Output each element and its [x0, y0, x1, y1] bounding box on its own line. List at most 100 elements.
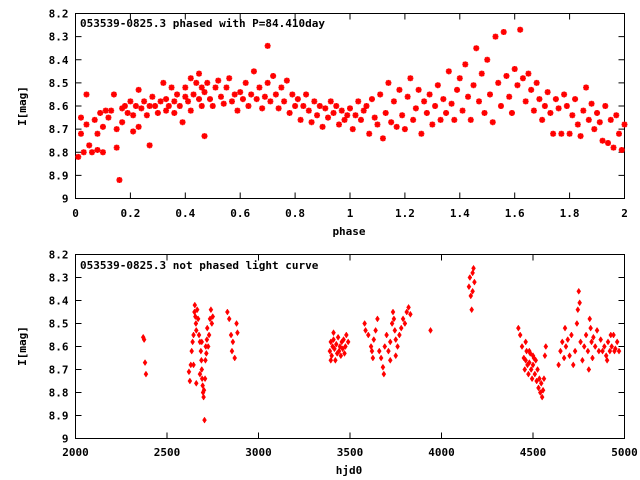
phased-data-point: [528, 86, 535, 93]
unphased-data-point: [205, 343, 211, 350]
phased-data-point: [610, 144, 617, 151]
phased-data-point: [209, 103, 216, 109]
phased-data-point: [187, 107, 194, 114]
unphased-data-point: [529, 375, 535, 383]
phased-chart-panel: 0 0.2 0.4 0.6 0.8 1 1.2 1.4 1.6 1.8 2 8.2 8.3 8.4 8.5 8…: [16, 8, 628, 239]
phased-data-point: [245, 103, 252, 109]
phased-data-point: [201, 89, 208, 96]
phased-data-point: [163, 107, 170, 114]
phased-data-point: [248, 91, 255, 98]
unphased-data-point: [225, 308, 230, 316]
phased-data-point: [574, 121, 581, 128]
phased-data-point: [344, 112, 351, 119]
unphased-data-point: [194, 306, 200, 314]
phased-data-point: [77, 130, 84, 137]
phased-data-point: [207, 96, 214, 103]
unphased-data-point: [576, 287, 582, 295]
unphased-data-point: [604, 356, 610, 364]
unphased-data-point: [583, 331, 589, 339]
unphased-data-point: [539, 393, 545, 401]
unphased-data-point: [204, 349, 209, 357]
unphased-data-point: [335, 333, 341, 341]
phased-y-axis-label: I[mag]: [16, 86, 29, 126]
unphased-data-point: [519, 343, 525, 350]
phased-data-point: [465, 93, 472, 100]
unphased-data-point: [197, 370, 203, 378]
phased-data-point: [421, 98, 428, 105]
unphased-x-tick-label: 3000: [245, 446, 272, 459]
unphased-data-point: [538, 379, 544, 387]
unphased-y-tick-label: 8.8: [49, 387, 69, 400]
unphased-data-point: [612, 347, 617, 355]
phased-data-point: [83, 121, 90, 128]
phased-data-point: [445, 68, 452, 75]
phased-data-point: [486, 91, 493, 98]
unphased-data-point: [598, 336, 604, 344]
unphased-data-point: [397, 331, 402, 339]
phased-data-point: [432, 103, 439, 109]
unphased-data-point: [541, 375, 547, 383]
unphased-data-point: [580, 356, 585, 364]
phased-data-point: [256, 84, 263, 91]
phased-data-point: [182, 84, 189, 91]
phased-data-point: [179, 119, 186, 126]
unphased-data-point: [563, 343, 569, 350]
unphased-data-point: [466, 283, 472, 291]
phased-data-point: [105, 114, 112, 121]
phased-data-point: [215, 77, 222, 84]
phased-data-point: [294, 96, 301, 103]
unphased-data-point: [590, 354, 595, 362]
phased-data-point: [401, 126, 408, 133]
phased-data-point: [297, 116, 304, 123]
phased-data-point: [371, 114, 378, 121]
unphased-data-point: [587, 315, 593, 323]
phased-data-point: [533, 79, 540, 86]
phased-x-tick-label: 1.8: [560, 207, 580, 220]
phased-data-point: [396, 86, 403, 93]
unphased-data-point: [333, 340, 339, 348]
unphased-data-point: [527, 359, 532, 367]
phased-data-point: [176, 103, 183, 109]
unphased-data-point: [143, 370, 149, 378]
phased-data-point: [182, 93, 189, 100]
unphased-data-point: [375, 315, 380, 323]
unphased-data-point: [370, 354, 376, 362]
unphased-data-point: [389, 320, 395, 327]
unphased-data-point: [608, 331, 614, 339]
phased-data-point: [146, 142, 153, 149]
phased-data-point: [429, 121, 436, 128]
unphased-data-point: [199, 366, 205, 373]
phased-y-tick-label: 8.2: [49, 8, 69, 21]
unphased-data-point: [543, 343, 549, 350]
phased-data-point: [390, 98, 397, 105]
phased-y-tick-label: 8.6: [49, 100, 69, 113]
phased-data-point: [563, 103, 570, 109]
phased-data-point: [456, 75, 463, 82]
phased-data-point: [86, 142, 93, 149]
phased-data-point: [566, 130, 573, 137]
phased-y-tick-label: 8.9: [49, 169, 69, 182]
phased-data-point: [481, 109, 488, 116]
unphased-data-point: [201, 386, 207, 394]
unphased-data-point: [535, 366, 540, 373]
phased-data-point: [495, 79, 502, 86]
phased-data-point: [536, 96, 543, 103]
phased-data-point: [220, 100, 227, 107]
phased-data-point: [190, 91, 197, 98]
phased-data-point: [462, 61, 469, 68]
phased-data-point: [544, 89, 551, 96]
phased-data-point: [193, 79, 200, 86]
phased-data-point: [539, 116, 546, 123]
phased-data-point: [613, 112, 620, 119]
unphased-data-point: [193, 326, 199, 334]
unphased-data-point: [199, 338, 205, 346]
unphased-data-point: [365, 331, 371, 339]
phased-data-point: [454, 86, 461, 93]
unphased-data-point: [382, 343, 388, 350]
phased-data-point: [121, 103, 128, 109]
unphased-data-point: [189, 347, 195, 355]
unphased-data-point: [228, 331, 234, 339]
phased-data-point: [602, 103, 609, 109]
unphased-data-point: [605, 338, 611, 346]
